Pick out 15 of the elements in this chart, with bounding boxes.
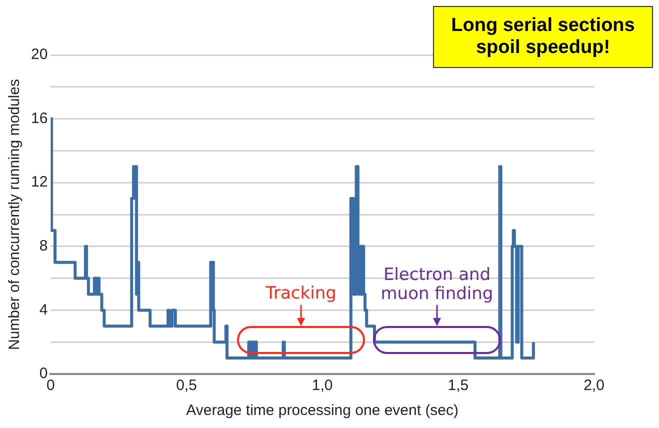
y-tick-label: 0 xyxy=(39,365,48,382)
annotation: Long serial sections spoil speedup! xyxy=(433,6,653,68)
annotation: Tracking xyxy=(264,284,338,304)
y-tick-label: 20 xyxy=(30,46,48,64)
y-tick-label: 12 xyxy=(30,174,48,191)
y-tick-label: 8 xyxy=(39,238,48,255)
x-tick-label: 2,0 xyxy=(584,377,604,394)
annotation: Electron and muon finding xyxy=(380,265,494,304)
y-tick-label: 16 xyxy=(30,110,48,127)
y-axis-title: Number of concurrently running modules xyxy=(6,79,24,350)
x-tick-label: 1,0 xyxy=(312,377,333,394)
x-tick-label: 1,5 xyxy=(448,377,469,394)
y-tick-label: 4 xyxy=(39,301,48,318)
x-tick-label: 0,5 xyxy=(176,377,197,394)
x-axis-title: Average time processing one event (sec) xyxy=(186,402,459,420)
